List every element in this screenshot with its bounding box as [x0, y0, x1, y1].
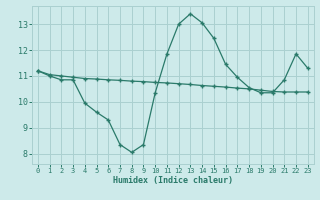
- X-axis label: Humidex (Indice chaleur): Humidex (Indice chaleur): [113, 176, 233, 185]
